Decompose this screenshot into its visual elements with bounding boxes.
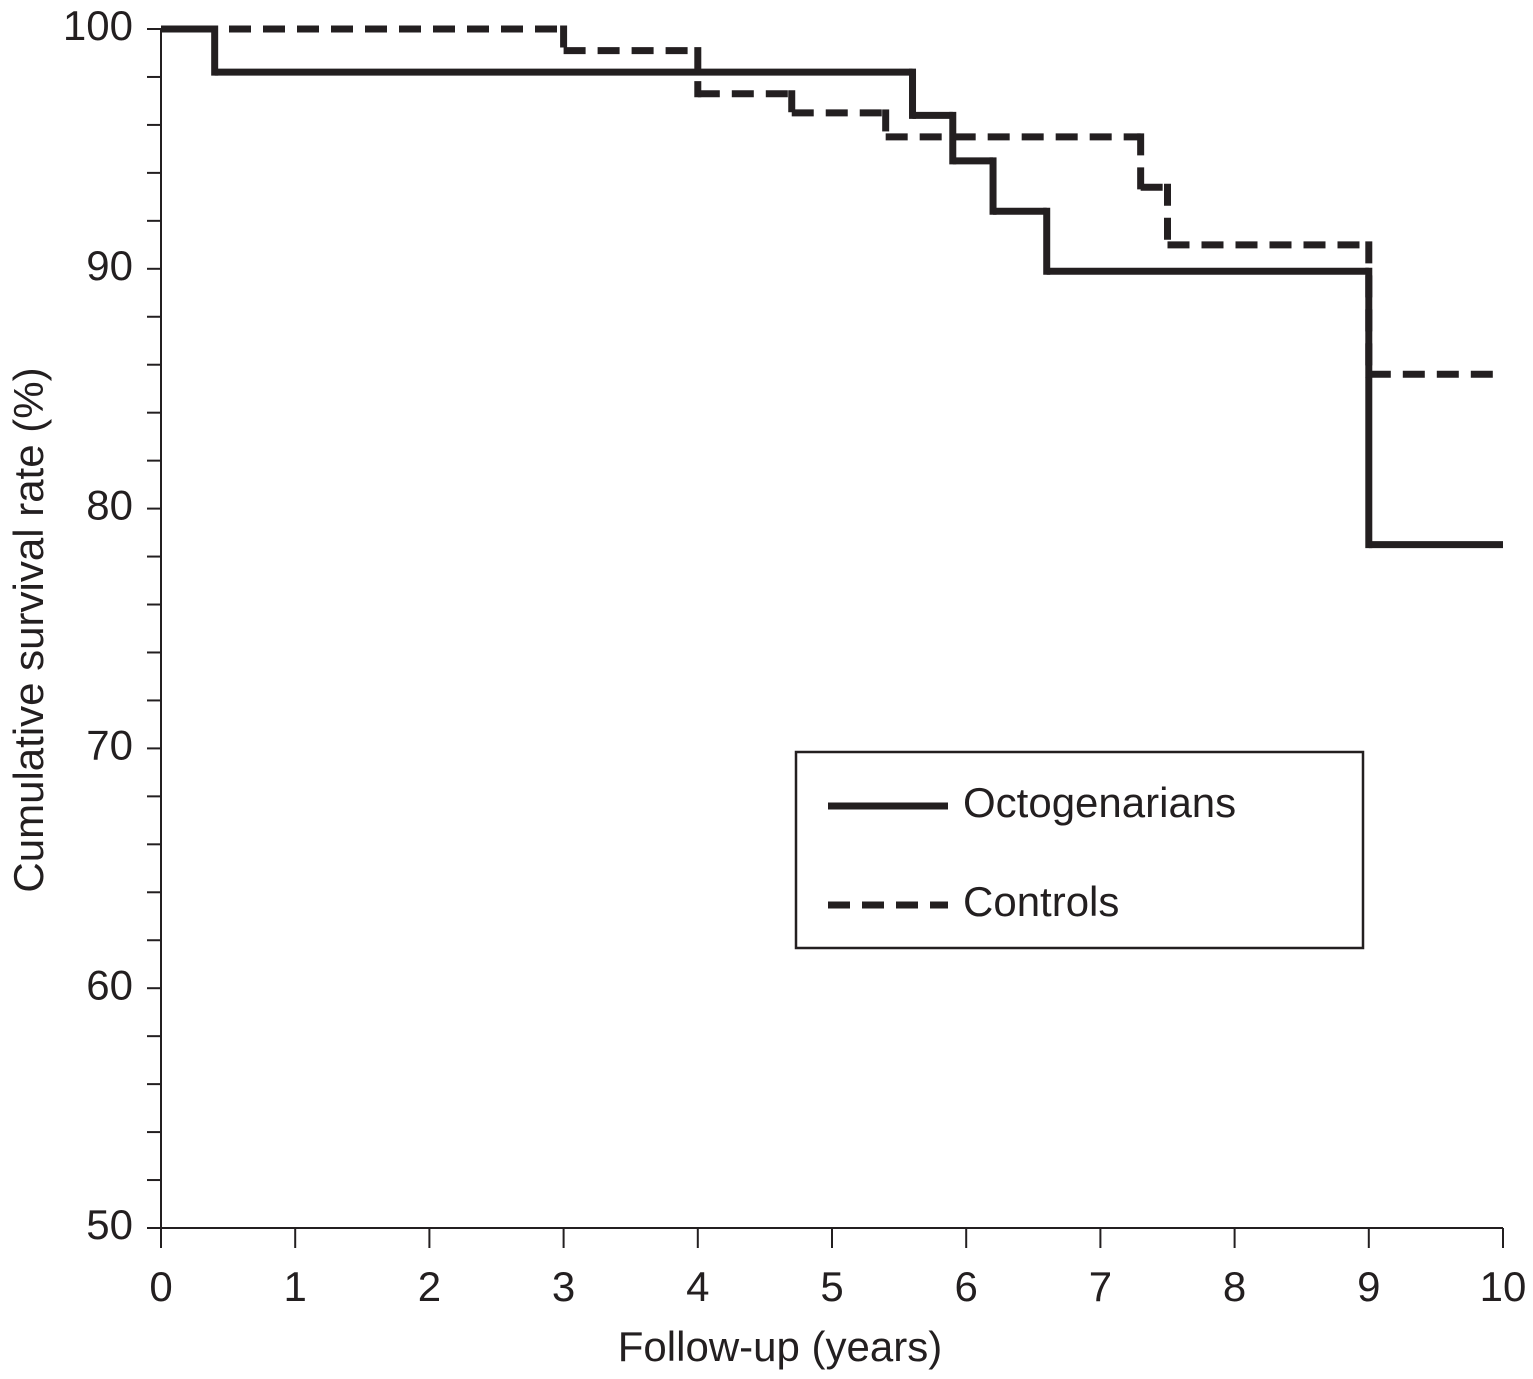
- y-tick-label: 50: [86, 1201, 133, 1248]
- y-axis-label: Cumulative survival rate (%): [5, 367, 52, 892]
- legend-label: Controls: [963, 878, 1119, 925]
- y-tick-label: 100: [63, 2, 133, 49]
- x-tick-label: 5: [820, 1263, 843, 1310]
- x-tick-label: 6: [955, 1263, 978, 1310]
- x-tick-label: 2: [418, 1263, 441, 1310]
- y-tick-label: 90: [86, 242, 133, 289]
- y-tick-label: 70: [86, 721, 133, 768]
- x-tick-label: 10: [1480, 1263, 1527, 1310]
- x-axis-label: Follow-up (years): [618, 1323, 942, 1370]
- x-tick-label: 7: [1089, 1263, 1112, 1310]
- x-tick-label: 8: [1223, 1263, 1246, 1310]
- x-tick-label: 9: [1357, 1263, 1380, 1310]
- legend-label: Octogenarians: [963, 779, 1236, 826]
- legend-box: [794, 750, 1365, 950]
- y-tick-label: 80: [86, 482, 133, 529]
- x-tick-label: 1: [284, 1263, 307, 1310]
- y-tick-label: 60: [86, 961, 133, 1008]
- x-tick-label: 3: [552, 1263, 575, 1310]
- x-tick-label: 0: [149, 1263, 172, 1310]
- x-tick-label: 4: [686, 1263, 709, 1310]
